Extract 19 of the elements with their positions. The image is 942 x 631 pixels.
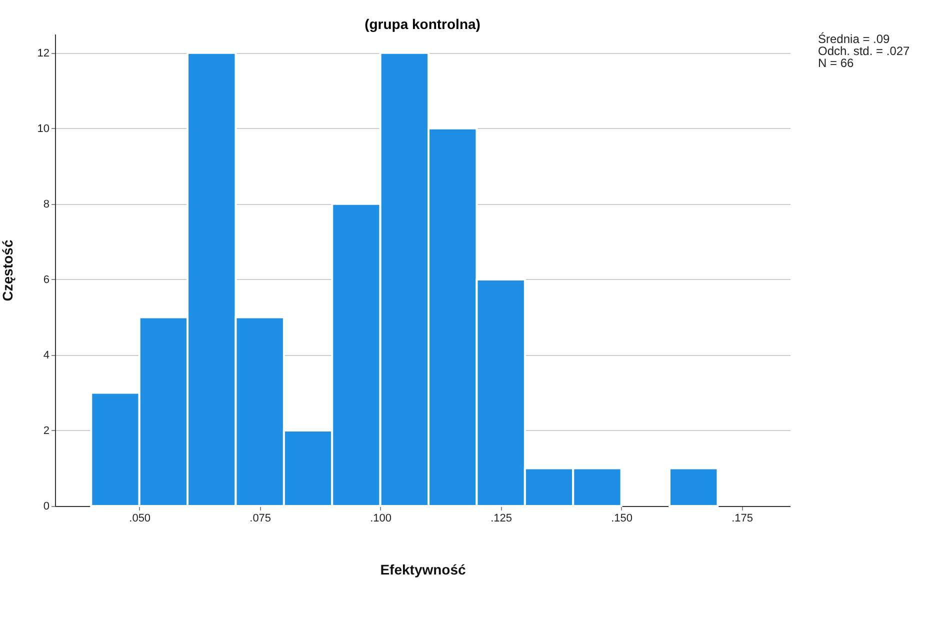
y-tick-label: 2 <box>43 424 50 437</box>
x-tick-label: .075 <box>250 512 272 524</box>
y-tick-label: 0 <box>43 500 50 512</box>
y-axis-title: Częstość <box>0 240 16 302</box>
y-tick-label: 10 <box>37 122 50 135</box>
text: Odch. std. = .027 <box>818 44 910 58</box>
x-tick-label: .050 <box>129 512 151 524</box>
text: Średnia = .09 <box>818 32 891 46</box>
x-tick-label: .100 <box>370 512 392 524</box>
y-tick-label: 4 <box>43 349 50 362</box>
y-tick-label: 6 <box>43 274 50 286</box>
y-tick-label: 12 <box>37 47 50 60</box>
x-tick-label: .175 <box>732 512 754 524</box>
x-tick-label: .150 <box>611 512 633 524</box>
y-tick-label: 8 <box>43 198 50 210</box>
x-axis-title: Efektywność <box>380 562 466 578</box>
x-tick-label: .125 <box>490 512 512 524</box>
text: N = 66 <box>818 56 855 70</box>
chart-title: (grupa kontrolna) <box>364 16 480 32</box>
